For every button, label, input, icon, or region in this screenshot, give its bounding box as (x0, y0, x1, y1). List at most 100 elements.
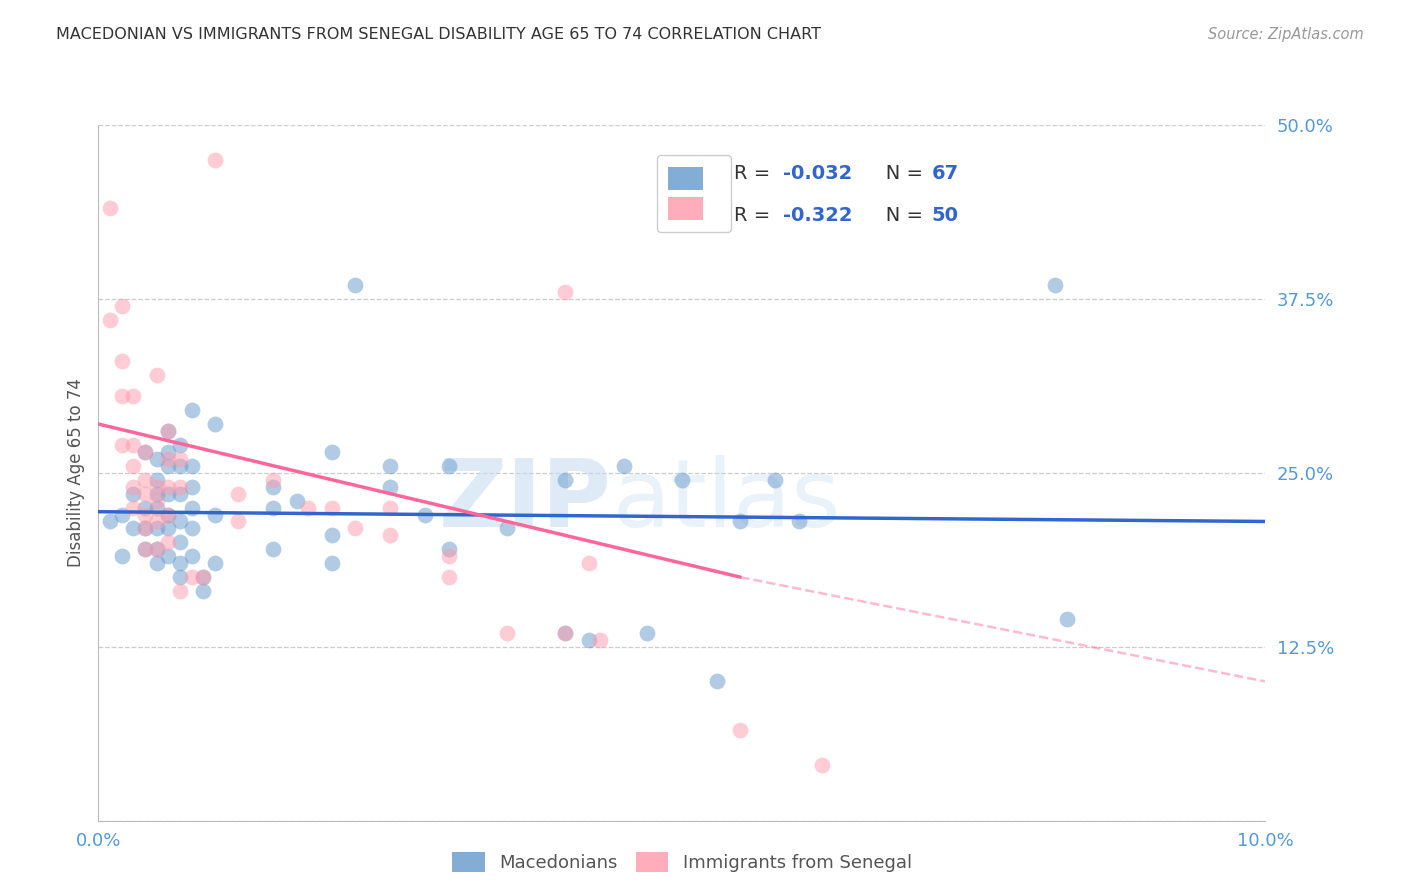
Point (180, 570, 202, 584)
Point (98, 202, 121, 216)
Point (157, 549, 180, 564)
Point (204, 153, 226, 167)
Point (204, 556, 226, 570)
Point (134, 445, 156, 459)
Point (146, 500, 169, 515)
Point (437, 458, 460, 473)
Point (134, 473, 156, 487)
Point (554, 625, 576, 640)
Point (146, 451, 169, 466)
Point (413, 508, 436, 522)
Point (378, 458, 402, 473)
Point (122, 480, 145, 494)
Point (193, 570, 215, 584)
Point (787, 515, 810, 529)
Point (437, 570, 460, 584)
Point (437, 542, 460, 557)
Point (193, 570, 215, 584)
Point (146, 493, 169, 508)
Point (228, 515, 250, 529)
Point (671, 473, 693, 487)
Text: R =: R = (734, 164, 778, 183)
Point (98, 515, 121, 529)
Point (262, 500, 284, 515)
Point (157, 486, 180, 500)
Point (578, 556, 600, 570)
Point (146, 521, 169, 535)
Point (636, 625, 658, 640)
Text: -0.032: -0.032 (783, 164, 852, 183)
Point (180, 549, 202, 564)
Point (134, 542, 156, 557)
Text: N =: N = (868, 164, 929, 183)
Point (111, 299, 134, 313)
Point (169, 480, 191, 494)
Point (437, 549, 460, 564)
Point (98, 312, 121, 326)
Point (193, 584, 215, 599)
Point (122, 486, 145, 500)
Point (146, 542, 169, 557)
Point (612, 458, 634, 473)
Point (378, 480, 402, 494)
Point (180, 458, 202, 473)
Point (111, 389, 134, 403)
Point (134, 486, 156, 500)
Legend: Macedonians, Immigrants from Senegal: Macedonians, Immigrants from Senegal (443, 843, 921, 881)
Point (134, 445, 156, 459)
Point (763, 473, 786, 487)
Point (180, 480, 202, 494)
Point (146, 542, 169, 557)
Point (146, 473, 169, 487)
Point (157, 445, 180, 459)
Point (578, 632, 600, 647)
Point (157, 508, 180, 522)
Point (321, 445, 343, 459)
Point (262, 480, 284, 494)
Point (111, 549, 134, 564)
Text: -0.322: -0.322 (783, 206, 853, 225)
Point (134, 542, 156, 557)
Text: 67: 67 (932, 164, 959, 183)
Point (321, 500, 343, 515)
Point (146, 486, 169, 500)
Point (122, 389, 145, 403)
Point (262, 542, 284, 557)
Text: R =: R = (734, 206, 778, 225)
Point (321, 528, 343, 542)
Text: atlas: atlas (612, 455, 841, 547)
Point (134, 521, 156, 535)
Point (157, 451, 180, 466)
Point (169, 458, 191, 473)
Point (495, 625, 517, 640)
Point (728, 515, 751, 529)
Point (706, 674, 728, 689)
Point (111, 508, 134, 522)
Text: 50: 50 (932, 206, 959, 225)
Point (297, 500, 319, 515)
Point (111, 354, 134, 368)
Point (285, 493, 308, 508)
Point (157, 535, 180, 549)
Point (157, 480, 180, 494)
Point (554, 625, 576, 640)
Point (1056, 612, 1078, 626)
Point (134, 521, 156, 535)
Point (344, 521, 367, 535)
Point (169, 584, 191, 599)
Point (180, 500, 202, 515)
Point (204, 508, 226, 522)
Point (157, 458, 180, 473)
Point (1045, 277, 1067, 292)
Point (122, 521, 145, 535)
Point (122, 438, 145, 452)
Point (204, 417, 226, 431)
Point (169, 535, 191, 549)
Point (554, 473, 576, 487)
Point (169, 556, 191, 570)
Point (111, 438, 134, 452)
Point (169, 438, 191, 452)
Point (146, 556, 169, 570)
Point (169, 570, 191, 584)
Point (146, 368, 169, 383)
